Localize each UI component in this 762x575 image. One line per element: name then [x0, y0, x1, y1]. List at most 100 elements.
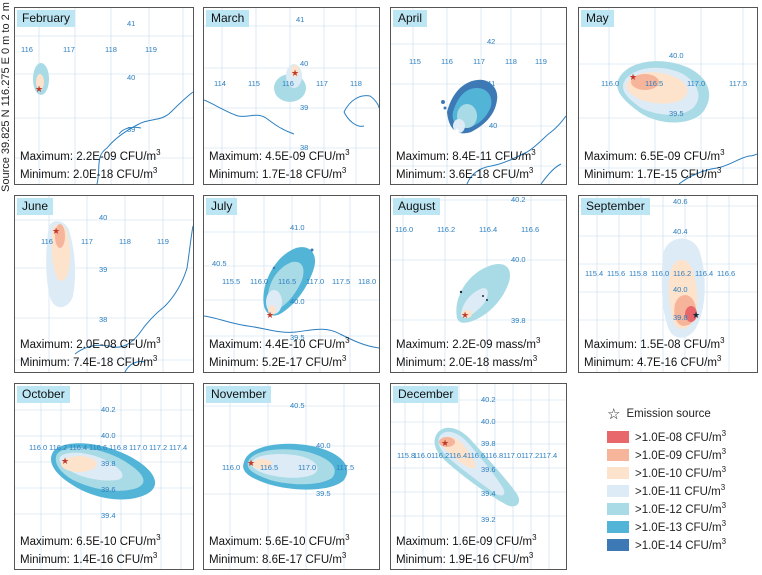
- svg-text:39.8: 39.8: [673, 313, 688, 322]
- map-panel-march[interactable]: ★ 41 40 114 115 116 117 118 39 38 March …: [203, 7, 380, 185]
- map-panel-february[interactable]: ★ 41 116 117 118 119 40 39 February Maxi…: [14, 7, 194, 185]
- legend-swatch: [607, 466, 629, 479]
- svg-text:41: 41: [487, 79, 495, 88]
- svg-text:40.6: 40.6: [673, 197, 688, 206]
- panel-title: June: [17, 198, 54, 215]
- map-panel-june[interactable]: ★ 40 116 117 118 119 39 38 June Maximum:…: [14, 195, 194, 373]
- panel-title: December: [393, 386, 459, 403]
- map-panel-august[interactable]: ★ 40.2 116.0 116.2 116.4 116.6 40.0 39.8…: [390, 195, 567, 373]
- svg-text:117.2: 117.2: [149, 443, 167, 452]
- svg-text:117.2: 117.2: [521, 451, 539, 460]
- map-panel-september[interactable]: ★ 40.6 40.4 115.4 115.6 115.8 116.0 116.…: [578, 195, 758, 373]
- max-value: Maximum: 6.5E-10 CFU/m: [20, 536, 157, 549]
- svg-text:116: 116: [41, 237, 53, 246]
- svg-text:117.5: 117.5: [729, 79, 747, 88]
- panel-title: November: [206, 386, 272, 403]
- legend-swatch: [607, 502, 629, 515]
- svg-text:116.4: 116.4: [69, 443, 87, 452]
- map-panel-november[interactable]: ★ 40.5 40.0 116.0 116.5 117.0 117.5 39.5…: [203, 383, 380, 570]
- svg-text:116.6: 116.6: [467, 451, 485, 460]
- svg-text:117.0: 117.0: [687, 79, 705, 88]
- max-value: Maximum: 2.0E-08 CFU/m: [20, 339, 157, 352]
- svg-text:115.6: 115.6: [607, 269, 625, 278]
- emission-star-icon: ★: [461, 310, 469, 320]
- min-value: Minimum: 2.0E-18 mass/m: [396, 357, 533, 369]
- svg-text:41: 41: [296, 15, 304, 24]
- emission-star-icon: ★: [52, 226, 60, 236]
- svg-text:117: 117: [316, 79, 328, 88]
- svg-text:39.6: 39.6: [101, 485, 116, 494]
- svg-text:39: 39: [127, 125, 135, 134]
- svg-text:116.8: 116.8: [109, 443, 127, 452]
- map-panel-july[interactable]: ★ 41.0 40.5 115.5 116.0 116.5 117.0 117.…: [203, 195, 380, 373]
- svg-text:117.0: 117.0: [503, 451, 521, 460]
- panel-title: August: [393, 198, 441, 215]
- svg-text:38: 38: [300, 143, 308, 152]
- min-value: Minimum: 3.6E-18 CFU/m: [396, 169, 529, 181]
- svg-text:118.0: 118.0: [358, 277, 376, 286]
- map-panel-december[interactable]: ★ 40.2 40.0 115.8 116.0 116.2 116.4 116.…: [390, 383, 567, 570]
- max-value: Maximum: 2.2E-09 mass/m: [396, 339, 536, 352]
- svg-text:40.0: 40.0: [669, 51, 684, 60]
- map-march: ★ 41 40 114 115 116 117 118 39 38: [204, 8, 379, 184]
- svg-text:116.6: 116.6: [717, 269, 735, 278]
- svg-text:39.4: 39.4: [101, 511, 116, 520]
- svg-text:116.2: 116.2: [431, 451, 449, 460]
- legend-item: >1.0E-12 CFU/m3: [607, 501, 726, 516]
- svg-text:115: 115: [409, 57, 421, 66]
- svg-text:116: 116: [282, 79, 294, 88]
- legend-emission-source: ☆ Emission source: [607, 406, 711, 423]
- svg-text:39.6: 39.6: [481, 465, 496, 474]
- map-august: ★ 40.2 116.0 116.2 116.4 116.6 40.0 39.8: [391, 196, 566, 372]
- svg-text:39.8: 39.8: [481, 439, 496, 448]
- svg-text:39.5: 39.5: [290, 333, 305, 342]
- panel-stats: Maximum: 6.5E-10 CFU/m3 Minimum: 1.4E-16…: [20, 533, 161, 566]
- svg-text:116: 116: [21, 45, 33, 54]
- map-panel-april[interactable]: ★ 42 115 116 117 118 119 41 40 April Max…: [390, 7, 567, 185]
- svg-text:116.2: 116.2: [49, 443, 67, 452]
- panel-stats: Maximum: 6.5E-09 CFU/m3 Minimum: 1.7E-15…: [584, 148, 725, 181]
- svg-text:40.2: 40.2: [481, 395, 496, 404]
- panel-stats: Maximum: 2.0E-08 CFU/m3 Minimum: 7.4E-18…: [20, 336, 161, 369]
- svg-text:117.0: 117.0: [306, 277, 324, 286]
- svg-text:117: 117: [81, 237, 93, 246]
- svg-text:116.5: 116.5: [278, 277, 296, 286]
- svg-text:40.0: 40.0: [481, 417, 496, 426]
- legend-item: >1.0E-10 CFU/m3: [607, 465, 726, 480]
- svg-text:115.4: 115.4: [585, 269, 603, 278]
- map-may: ★ 40.0 116.0 116.5 117.0 117.5 39.5: [579, 8, 757, 184]
- legend-item: >1.0E-11 CFU/m3: [607, 483, 725, 498]
- svg-text:118: 118: [105, 45, 117, 54]
- svg-text:40: 40: [99, 213, 107, 222]
- source-axis-label: Source 39.825 N 116.275 E 0 m to 2 m: [0, 2, 12, 192]
- svg-text:117.0: 117.0: [298, 463, 316, 472]
- svg-text:117.0: 117.0: [129, 443, 147, 452]
- svg-text:39.2: 39.2: [481, 515, 496, 524]
- svg-text:42: 42: [487, 37, 495, 46]
- svg-text:40: 40: [489, 121, 497, 130]
- panel-stats: Maximum: 4.5E-09 CFU/m3 Minimum: 1.7E-18…: [209, 148, 350, 181]
- panel-stats: Maximum: 4.4E-10 CFU/m3 Minimum: 5.2E-17…: [209, 336, 350, 369]
- svg-text:119: 119: [157, 237, 169, 246]
- max-value: Maximum: 2.2E-09 CFU/m: [20, 151, 157, 164]
- svg-text:116.2: 116.2: [437, 225, 455, 234]
- map-february: ★ 41 116 117 118 119 40 39: [15, 8, 193, 184]
- svg-text:116.4: 116.4: [695, 269, 713, 278]
- max-value: Maximum: 4.5E-09 CFU/m: [209, 151, 346, 164]
- svg-text:117: 117: [473, 57, 485, 66]
- svg-text:117.4: 117.4: [169, 443, 187, 452]
- svg-text:118: 118: [350, 79, 362, 88]
- svg-text:39.8: 39.8: [511, 316, 526, 325]
- map-panel-october[interactable]: ★ 40.2 40.0 116.0 116.2 116.4 116.6 116.…: [14, 383, 194, 570]
- max-value: Maximum: 6.5E-09 CFU/m: [584, 151, 721, 164]
- svg-text:116.0: 116.0: [395, 225, 413, 234]
- emission-star-icon: ☆: [607, 406, 621, 423]
- svg-text:40.0: 40.0: [316, 441, 331, 450]
- svg-text:39.8: 39.8: [101, 459, 116, 468]
- map-april: ★ 42 115 116 117 118 119 41 40: [391, 8, 566, 184]
- svg-text:40.5: 40.5: [212, 259, 227, 268]
- svg-text:115: 115: [248, 79, 260, 88]
- panel-stats: Maximum: 8.4E-11 CFU/m3 Minimum: 3.6E-18…: [396, 148, 536, 181]
- map-panel-may[interactable]: ★ 40.0 116.0 116.5 117.0 117.5 39.5 May …: [578, 7, 758, 185]
- max-value: Maximum: 1.6E-09 CFU/m: [396, 536, 533, 549]
